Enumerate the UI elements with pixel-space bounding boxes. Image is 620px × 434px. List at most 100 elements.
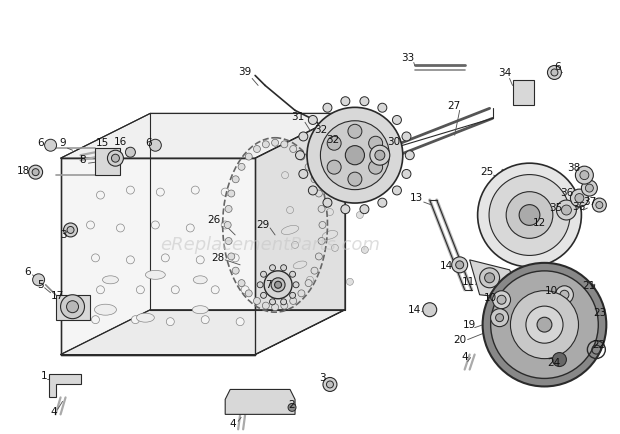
Circle shape: [225, 237, 232, 244]
Polygon shape: [95, 148, 120, 175]
Circle shape: [547, 66, 562, 79]
Circle shape: [264, 271, 292, 299]
Circle shape: [480, 268, 500, 288]
Text: 4: 4: [461, 352, 468, 362]
Circle shape: [281, 299, 286, 305]
Circle shape: [482, 263, 606, 386]
Circle shape: [575, 194, 584, 203]
Circle shape: [211, 286, 219, 294]
Text: 33: 33: [401, 53, 414, 62]
Text: 4: 4: [230, 419, 236, 429]
Text: 36: 36: [560, 188, 573, 198]
Circle shape: [489, 174, 570, 256]
Circle shape: [288, 403, 296, 411]
Circle shape: [117, 224, 125, 232]
Text: 36: 36: [572, 202, 585, 212]
Circle shape: [316, 253, 322, 260]
Circle shape: [126, 256, 135, 264]
Circle shape: [296, 151, 304, 160]
Circle shape: [495, 314, 503, 322]
Circle shape: [327, 208, 334, 216]
Text: 17: 17: [51, 291, 64, 301]
Circle shape: [225, 205, 232, 212]
Text: eReplacementParts.com: eReplacementParts.com: [160, 236, 380, 254]
Circle shape: [29, 165, 43, 179]
Ellipse shape: [192, 306, 208, 314]
Text: 5: 5: [37, 280, 44, 290]
Circle shape: [341, 205, 350, 214]
Text: 2: 2: [289, 401, 295, 411]
Circle shape: [497, 295, 506, 304]
Circle shape: [345, 146, 365, 165]
Circle shape: [272, 139, 278, 146]
Circle shape: [311, 176, 318, 183]
Circle shape: [291, 241, 298, 248]
Polygon shape: [56, 295, 91, 320]
Text: 34: 34: [498, 69, 511, 79]
Text: 4: 4: [50, 408, 57, 418]
Circle shape: [490, 309, 508, 327]
Circle shape: [556, 286, 574, 304]
Circle shape: [236, 318, 244, 326]
Circle shape: [311, 267, 318, 274]
Circle shape: [552, 352, 567, 367]
Circle shape: [305, 279, 312, 286]
Circle shape: [232, 176, 239, 183]
Circle shape: [361, 247, 368, 253]
Circle shape: [231, 254, 239, 262]
Circle shape: [238, 279, 245, 286]
Circle shape: [452, 257, 467, 273]
Circle shape: [318, 237, 325, 244]
Polygon shape: [225, 389, 295, 414]
Circle shape: [270, 299, 275, 305]
Circle shape: [526, 306, 563, 343]
Circle shape: [580, 171, 589, 180]
Text: 39: 39: [239, 67, 252, 77]
Circle shape: [556, 200, 577, 220]
Text: 12: 12: [533, 218, 546, 228]
Circle shape: [166, 318, 174, 326]
Circle shape: [423, 303, 436, 317]
Circle shape: [307, 107, 403, 203]
Circle shape: [327, 136, 341, 150]
Circle shape: [228, 190, 235, 197]
Circle shape: [136, 286, 144, 294]
Circle shape: [585, 184, 593, 192]
Circle shape: [171, 286, 179, 294]
Text: 13: 13: [410, 193, 423, 203]
Circle shape: [392, 115, 401, 125]
Circle shape: [308, 186, 317, 195]
Circle shape: [323, 198, 332, 207]
Circle shape: [281, 265, 286, 271]
Circle shape: [126, 186, 135, 194]
Polygon shape: [48, 375, 81, 398]
Circle shape: [519, 205, 540, 225]
Circle shape: [299, 169, 308, 178]
Circle shape: [290, 145, 297, 152]
Circle shape: [369, 136, 383, 150]
Circle shape: [477, 163, 582, 267]
Text: 10: 10: [484, 293, 497, 303]
Text: 38: 38: [567, 163, 580, 173]
Circle shape: [224, 221, 231, 228]
Circle shape: [281, 302, 288, 309]
Polygon shape: [513, 80, 534, 105]
Circle shape: [281, 141, 288, 148]
Ellipse shape: [94, 304, 117, 315]
Circle shape: [156, 188, 164, 196]
Circle shape: [186, 224, 194, 232]
Circle shape: [254, 145, 260, 152]
Circle shape: [241, 286, 249, 294]
Circle shape: [402, 132, 411, 141]
Circle shape: [319, 221, 326, 228]
Circle shape: [238, 163, 245, 170]
Circle shape: [378, 103, 387, 112]
Circle shape: [275, 281, 281, 288]
Circle shape: [61, 295, 84, 319]
Circle shape: [392, 186, 401, 195]
Circle shape: [332, 244, 339, 251]
Circle shape: [262, 141, 269, 148]
Ellipse shape: [193, 276, 207, 284]
Ellipse shape: [136, 313, 154, 322]
Text: 9: 9: [60, 138, 66, 148]
